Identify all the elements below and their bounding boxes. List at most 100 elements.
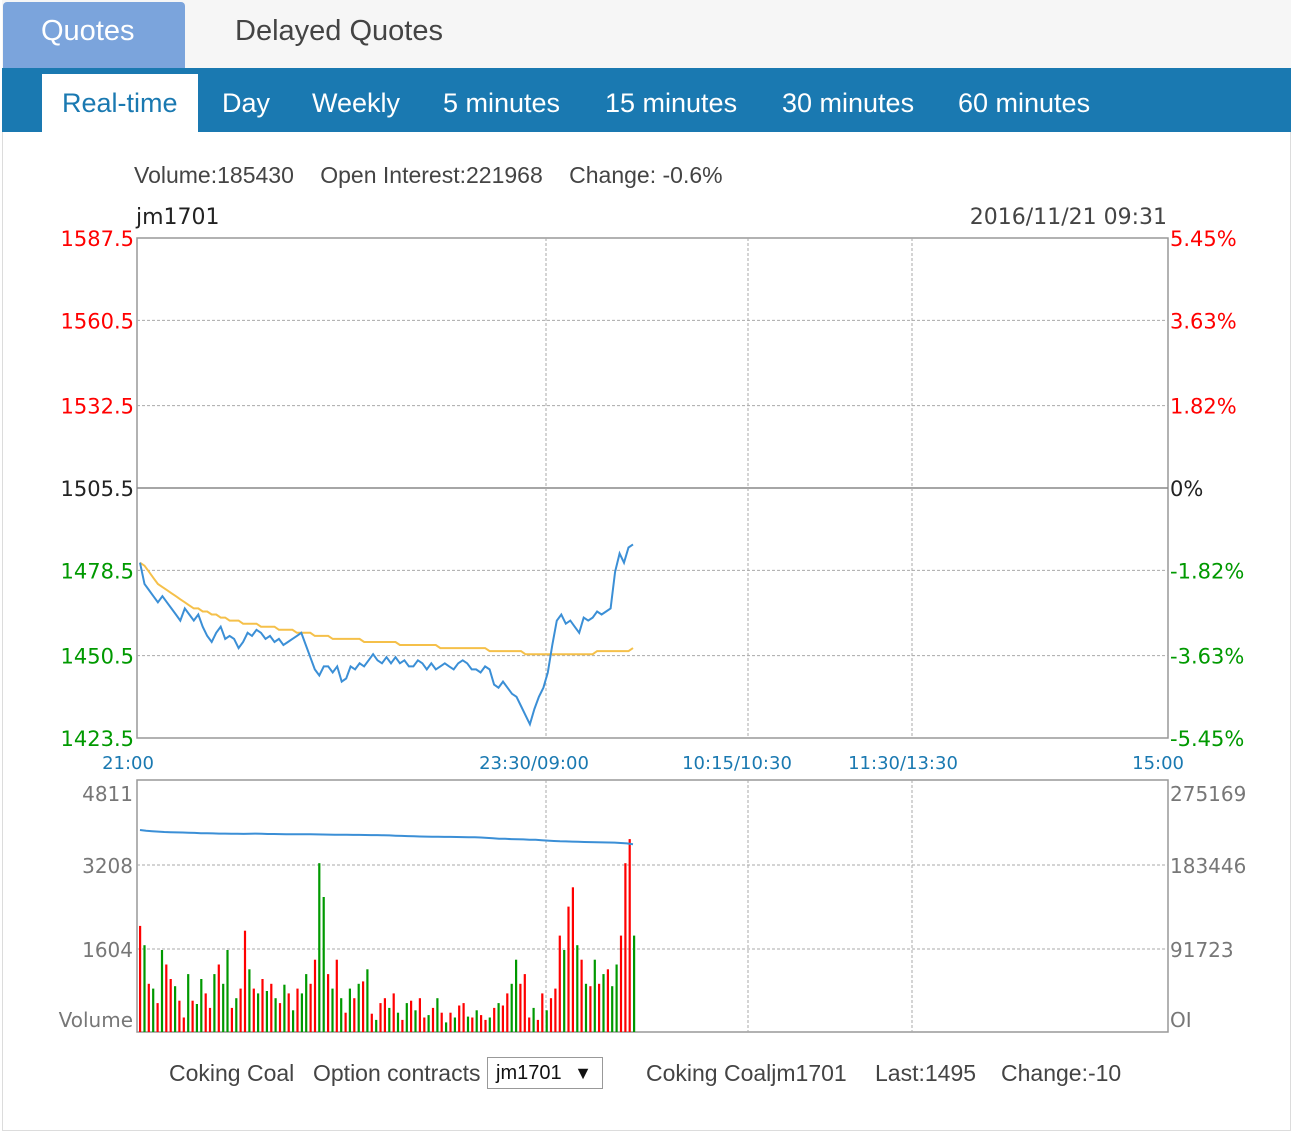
volume-bar bbox=[147, 983, 150, 1032]
price-tick-label: 1423.5 bbox=[61, 727, 134, 751]
volume-bar bbox=[383, 998, 386, 1032]
volume-bar bbox=[300, 993, 303, 1032]
volume-bar bbox=[602, 974, 605, 1032]
volume-bar bbox=[554, 988, 557, 1032]
volume-bar bbox=[278, 1003, 282, 1032]
volume-bar bbox=[305, 974, 308, 1032]
volume-bar bbox=[633, 935, 636, 1032]
volume-bar bbox=[208, 1007, 212, 1032]
percent-tick-label: 3.63% bbox=[1170, 309, 1237, 333]
volume-bar bbox=[532, 1007, 535, 1032]
contract-select[interactable]: jm1701 ▼ bbox=[487, 1057, 603, 1089]
volume-bar bbox=[313, 959, 317, 1032]
time-axis-label: 23:30/09:00 bbox=[479, 753, 589, 774]
average-price-line bbox=[139, 561, 634, 656]
time-axis-label: 11:30/13:30 bbox=[848, 753, 958, 774]
tab-delayed-quotes[interactable]: Delayed Quotes bbox=[235, 15, 443, 47]
tab-quotes[interactable]: Quotes bbox=[3, 2, 185, 68]
tab-weekly[interactable]: Weekly bbox=[312, 88, 401, 118]
volume-bar bbox=[309, 983, 312, 1032]
volume-bar bbox=[248, 969, 251, 1032]
volume-bar bbox=[497, 1003, 500, 1032]
volume-bar bbox=[143, 945, 146, 1032]
tab-real-time[interactable]: Real-time bbox=[42, 74, 198, 132]
time-axis-label: 15:00 bbox=[1132, 753, 1184, 774]
volume-bar bbox=[423, 1017, 426, 1032]
volume-bar bbox=[624, 863, 627, 1032]
tab-day[interactable]: Day bbox=[222, 88, 271, 118]
time-axis-label: 21:00 bbox=[102, 753, 154, 774]
oi-tick-label: OI bbox=[1170, 1008, 1192, 1032]
volume-bar bbox=[558, 935, 561, 1032]
volume-bar bbox=[488, 1017, 491, 1032]
volume-bar bbox=[235, 998, 238, 1032]
volume-bar bbox=[580, 959, 583, 1032]
volume-bar bbox=[366, 969, 369, 1032]
volume-bar bbox=[375, 1019, 378, 1032]
volume-bar bbox=[187, 974, 190, 1032]
volume-bar bbox=[410, 1000, 413, 1032]
volume-bar bbox=[458, 1005, 461, 1032]
volume-bar bbox=[217, 964, 220, 1032]
volume-bar bbox=[348, 988, 351, 1032]
volume-bar bbox=[515, 959, 518, 1032]
volume-bar bbox=[427, 1015, 430, 1032]
volume-bar bbox=[445, 1022, 448, 1032]
volume-bar bbox=[331, 988, 334, 1032]
volume-bar bbox=[510, 983, 513, 1032]
top-tab-bar: Quotes Delayed Quotes bbox=[2, 0, 1291, 68]
period-tab-bar: Real-time Day Weekly 5 minutes 15 minute… bbox=[2, 68, 1291, 132]
volume-tick-label: Volume bbox=[59, 1008, 133, 1032]
volume-bar bbox=[567, 906, 570, 1032]
volume-bar bbox=[528, 1017, 531, 1032]
volume-bar bbox=[541, 993, 544, 1032]
volume-bar bbox=[182, 1017, 185, 1032]
volume-bar bbox=[619, 935, 623, 1032]
summary-line: Volume:185430 Open Interest:221968 Chang… bbox=[134, 162, 743, 189]
volume-bar bbox=[362, 981, 365, 1032]
tab-30-minutes[interactable]: 30 minutes bbox=[782, 88, 915, 118]
volume-bar bbox=[274, 998, 277, 1032]
volume-bar bbox=[174, 986, 177, 1032]
tab-5-minutes[interactable]: 5 minutes bbox=[443, 88, 561, 118]
volume-bar bbox=[598, 983, 601, 1032]
oi-tick-label: 183446 bbox=[1170, 854, 1246, 878]
volume-bar bbox=[292, 1010, 295, 1032]
volume-bar bbox=[449, 1012, 452, 1032]
volume-bar bbox=[536, 1019, 539, 1032]
volume-bar bbox=[414, 1010, 417, 1032]
volume-bar bbox=[462, 1003, 465, 1032]
dropdown-arrow-icon: ▼ bbox=[574, 1063, 592, 1083]
volume-bar bbox=[606, 969, 609, 1032]
volume-bar bbox=[327, 974, 330, 1032]
volume-bar bbox=[283, 984, 286, 1032]
volume-bar bbox=[519, 983, 522, 1032]
volume-bar bbox=[318, 863, 321, 1032]
volume-bar bbox=[545, 1010, 548, 1032]
volume-bar bbox=[506, 993, 509, 1032]
open-interest-line bbox=[139, 829, 634, 846]
volume-bar bbox=[379, 1003, 382, 1032]
tab-15-minutes[interactable]: 15 minutes bbox=[605, 88, 738, 118]
price-tick-label: 1450.5 bbox=[61, 645, 134, 669]
volume-bar bbox=[392, 993, 395, 1032]
percent-tick-label: 1.82% bbox=[1170, 395, 1237, 419]
volume-bar bbox=[261, 979, 264, 1032]
volume-bar bbox=[165, 964, 168, 1032]
volume-bar bbox=[156, 1003, 159, 1032]
volume-bar bbox=[265, 991, 268, 1032]
volume-bar bbox=[139, 925, 142, 1032]
volume-bar bbox=[576, 945, 579, 1032]
volume-bar bbox=[611, 986, 614, 1032]
volume-bar bbox=[523, 974, 526, 1032]
tab-60-minutes[interactable]: 60 minutes bbox=[958, 88, 1091, 118]
volume-bar bbox=[340, 998, 343, 1032]
volume-tick-label: 1604 bbox=[82, 938, 133, 962]
volume-bar bbox=[628, 839, 631, 1032]
volume-bar bbox=[471, 1017, 474, 1032]
volume-bar bbox=[243, 930, 247, 1032]
percent-tick-label: -3.63% bbox=[1170, 645, 1244, 669]
volume-bar bbox=[357, 983, 360, 1032]
percent-tick-label: 5.45% bbox=[1170, 227, 1237, 251]
